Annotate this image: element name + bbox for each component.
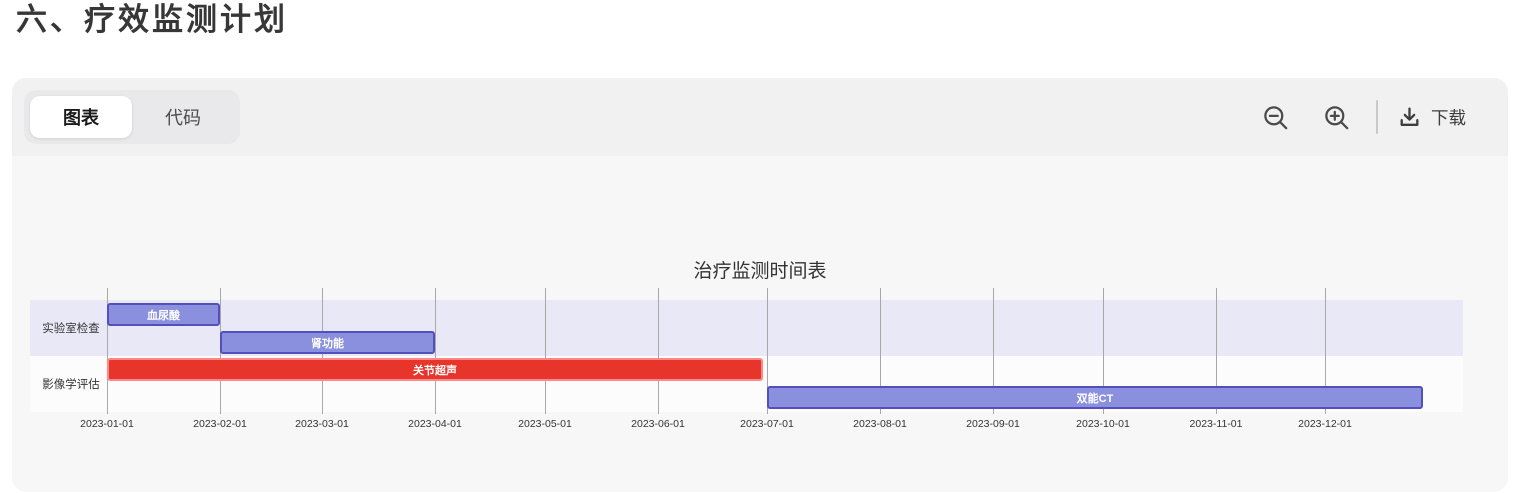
toolbar-actions: 下载 [1254,96,1508,138]
section-label: 实验室检查 [42,323,100,335]
chart-preview-card: 图表 代码 [12,78,1508,492]
tab-chart[interactable]: 图表 [30,96,132,138]
axis-tick-label: 2023-06-01 [631,418,685,430]
toolbar-divider [1376,100,1378,134]
zoom-in-button[interactable] [1315,96,1357,138]
axis-tick-label: 2023-01-01 [80,418,134,430]
view-tab-group: 图表 代码 [24,90,240,144]
axis-tick-label: 2023-08-01 [853,418,907,430]
download-button[interactable]: 下载 [1397,105,1466,130]
gridline [658,288,659,414]
gridline [1325,288,1326,414]
page-title: 六、疗效监测计划 [16,2,288,37]
gridline [880,288,881,414]
gantt-chart: 治疗监测时间表 实验室检查影像学评估 2023-01-01 2023-02-01 20… [12,156,1508,492]
axis-tick-label: 2023-04-01 [408,418,462,430]
axis-tick-label: 2023-12-01 [1298,418,1352,430]
gridline [1103,288,1104,414]
gridline [435,288,436,414]
preview-toolbar: 图表 代码 [12,78,1508,156]
task-bar: 关节超声 [107,358,763,381]
gridline [1216,288,1217,414]
zoom-out-icon [1263,105,1287,129]
axis-tick-label: 2023-03-01 [295,418,349,430]
axis-tick-label: 2023-10-01 [1076,418,1130,430]
download-icon [1400,107,1419,126]
gridline [767,288,768,414]
zoom-in-icon [1324,105,1348,129]
chart-title: 治疗监测时间表 [693,261,827,282]
zoom-out-button[interactable] [1254,96,1296,138]
gridline [545,288,546,414]
section-label: 影像学评估 [42,379,100,391]
axis-tick-label: 2023-09-01 [966,418,1020,430]
axis-tick-label: 2023-05-01 [518,418,572,430]
task-bar: 肾功能 [220,331,435,354]
task-label: 关节超声 [413,364,457,377]
task-label: 血尿酸 [147,309,180,322]
axis-tick-label: 2023-07-01 [740,418,794,430]
task-bar: 血尿酸 [107,303,220,326]
task-bar: 双能CT [767,386,1423,409]
download-label: 下载 [1431,107,1466,128]
task-label: 肾功能 [311,337,344,350]
task-label: 双能CT [1076,392,1114,405]
axis-tick-label: 2023-11-01 [1189,418,1243,430]
axis-tick-label: 2023-02-01 [193,418,247,430]
gridline [993,288,994,414]
tab-code[interactable]: 代码 [165,108,201,128]
gridline [107,288,108,414]
